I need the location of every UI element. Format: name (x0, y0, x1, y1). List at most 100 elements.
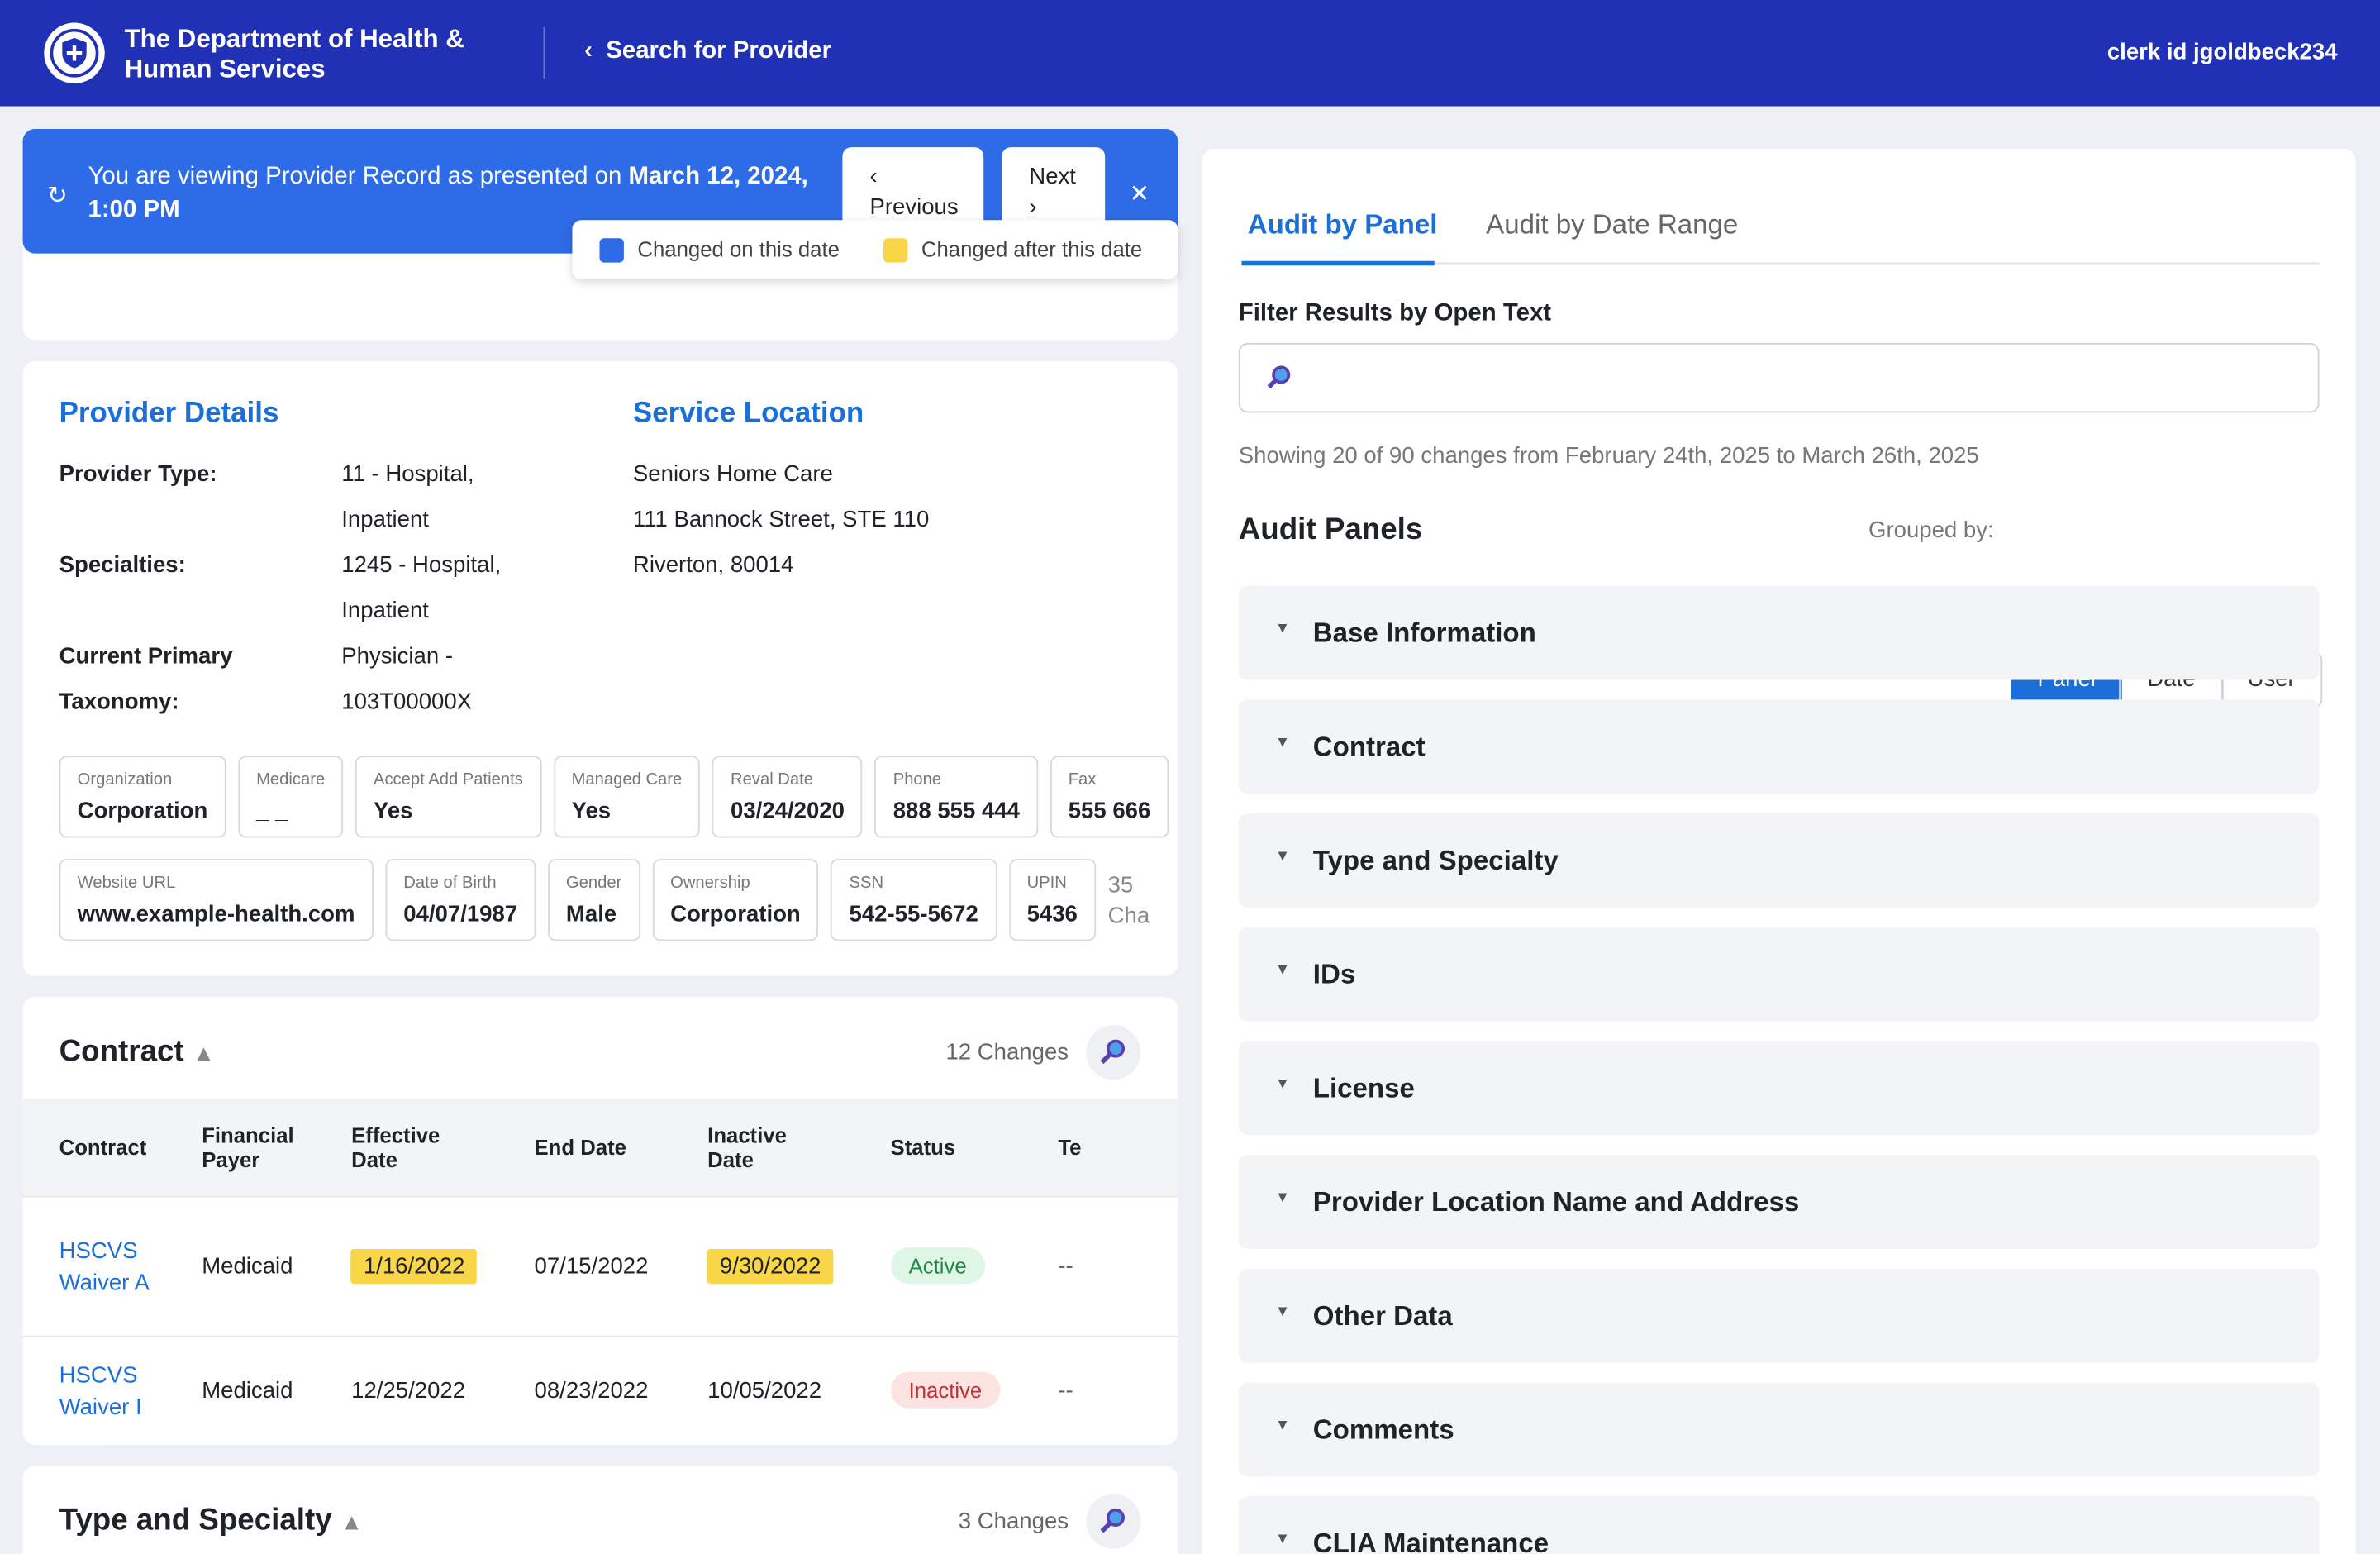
field-row: Website URL www.example-health.com Date of… (59, 859, 1150, 941)
audit-panel-row[interactable]: ▼ Contract (1238, 699, 2320, 794)
caret: ▼ (1274, 1417, 1291, 1434)
cell: Inactive (890, 1335, 1059, 1445)
top-bar: The Department of Health & Human Services… (0, 0, 2380, 107)
detail-label: Specialties: (59, 552, 186, 579)
audit-panel-row[interactable]: ▼ Other Data (1238, 1268, 2320, 1363)
cell-text: Medicaid (202, 1253, 293, 1280)
chevron: › (1029, 194, 1037, 221)
field-label: Organization (77, 770, 173, 789)
field-label: Ownership (670, 874, 750, 893)
column-header: Te (1058, 1099, 1178, 1197)
field-value: 04/07/1987 (403, 901, 518, 927)
heading-text: Contract (59, 1035, 184, 1069)
audit-panel-row[interactable]: ▼ CLIA Maintenance (1238, 1496, 2320, 1554)
field-label: Managed Care (571, 770, 683, 789)
audit-panel-row[interactable]: ▼ Comments (1238, 1382, 2320, 1477)
info-field: Phone 888 555 444 (874, 756, 1038, 838)
contract-link[interactable]: HSCVS Waiver A (59, 1237, 150, 1295)
contract-link[interactable]: HSCVS Waiver I (59, 1362, 142, 1420)
panel-title: Contract (1312, 731, 1426, 762)
cell: 10/05/2022 (707, 1335, 891, 1445)
chevron: ‹ (584, 37, 607, 64)
cell: Active (890, 1195, 1059, 1337)
column-header: Financial Payer (202, 1099, 352, 1197)
column-header: Contract (22, 1099, 202, 1197)
detail-value: 1245 - Hospital, Inpatient (341, 552, 502, 624)
field-value: 5436 (1026, 901, 1078, 927)
button-label: Previous (869, 194, 959, 221)
audit-panel-row[interactable]: ▼ Type and Specialty (1238, 813, 2320, 908)
title-line: The Department of Health & (124, 24, 464, 54)
cell-text: 07/15/2022 (534, 1253, 649, 1280)
search-button[interactable] (1085, 1024, 1141, 1080)
heading-text: Type and Specialty (59, 1504, 332, 1537)
audit-panel-row[interactable]: ▼ Provider Location Name and Address (1238, 1155, 2320, 1249)
field-value: 03/24/2020 (731, 798, 845, 824)
legend-label: Changed on this date (637, 236, 840, 261)
detail-value: 11 - Hospital, Inpatient (341, 461, 474, 533)
cell-text: 12/25/2022 (351, 1378, 466, 1404)
panel-title: IDs (1312, 959, 1356, 990)
cell-text: 08/23/2022 (534, 1378, 649, 1404)
panel-title: CLIA Maintenance (1312, 1528, 1549, 1554)
column-header: End Date (534, 1099, 708, 1197)
field-value: _ _ (256, 798, 288, 824)
field-value: Male (565, 901, 617, 927)
banner-message: You are viewing Provider Record as prese… (88, 164, 622, 190)
field-value: Corporation (670, 901, 801, 927)
section-title: Provider Details (59, 398, 279, 430)
field-label: Reval Date (731, 770, 813, 789)
overflow-text: 35 Cha (1108, 859, 1150, 941)
title-line: Human Services (124, 55, 326, 83)
cell: -- (1058, 1335, 1178, 1445)
info-field: UPIN 5436 (1008, 859, 1096, 941)
chevron: ‹ (869, 164, 878, 190)
field-label: UPIN (1026, 874, 1067, 893)
column-header: Effective Date (351, 1099, 535, 1197)
info-field: Gender Male (547, 859, 640, 941)
tab-underline (1241, 260, 1435, 266)
info-field: Fax 555 666 (1050, 756, 1169, 838)
tab[interactable]: Audit by Date Range (1486, 209, 1739, 241)
cell: -- (1058, 1195, 1178, 1337)
audit-panel-row[interactable]: ▼ License (1238, 1041, 2320, 1136)
caret: ▼ (1274, 1531, 1291, 1548)
field-label: Accept Add Patients (373, 770, 523, 789)
caret: ▼ (1274, 848, 1291, 865)
cell-text: 10/05/2022 (707, 1378, 822, 1404)
header-text: Te (1058, 1135, 1082, 1160)
tab-rule (1241, 262, 2320, 265)
column-header: Inactive Date (707, 1099, 891, 1197)
legend-swatch (883, 238, 908, 263)
panel-title: Base Information (1312, 617, 1536, 648)
info-field: Medicare _ _ (238, 756, 344, 838)
details-grid: Provider Type: 11 - Hospital, Inpatient Sp… (60, 452, 524, 725)
overflow-line: 35 (1107, 872, 1134, 899)
banner-date: March 12, 2024, 1:00 PM (88, 164, 808, 223)
audit-panel-row[interactable]: ▼ Base Information (1238, 585, 2320, 680)
back-link-text: Search for Provider (606, 37, 832, 64)
header-text: Status (890, 1135, 956, 1160)
field-value: Yes (571, 798, 612, 824)
address-line: Seniors Home Care (632, 461, 833, 488)
info-field: Reval Date 03/24/2020 (712, 756, 863, 838)
agency-title: The Department of Health & Human Services (125, 24, 464, 84)
button-label: Next (1029, 164, 1076, 190)
search-button[interactable] (1085, 1494, 1141, 1550)
user-id: clerk id jgoldbeck234 (2106, 39, 2338, 65)
change-legend: Changed on this date Changed after this … (572, 220, 1178, 279)
cell: 12/25/2022 (351, 1335, 535, 1445)
collapse-icon[interactable]: ▲ (340, 1509, 364, 1536)
audit-panel-row[interactable]: ▼ IDs (1238, 927, 2320, 1022)
status-pill: Active (890, 1247, 985, 1285)
tab-active[interactable]: Audit by Panel (1247, 209, 1438, 241)
filter-input[interactable] (1238, 342, 2320, 413)
caret: ▼ (1274, 734, 1291, 751)
close-button[interactable]: ✕ (1129, 182, 1150, 208)
collapse-icon[interactable]: ▲ (192, 1041, 216, 1067)
audit-panel: Audit by Panel Audit by Date Range Filte… (1202, 148, 2356, 1554)
banner-text: You are viewing Provider Record as prese… (88, 161, 832, 228)
back-link[interactable]: ‹ Search for Provider (584, 38, 831, 65)
cell: 9/30/2022 (707, 1195, 891, 1337)
